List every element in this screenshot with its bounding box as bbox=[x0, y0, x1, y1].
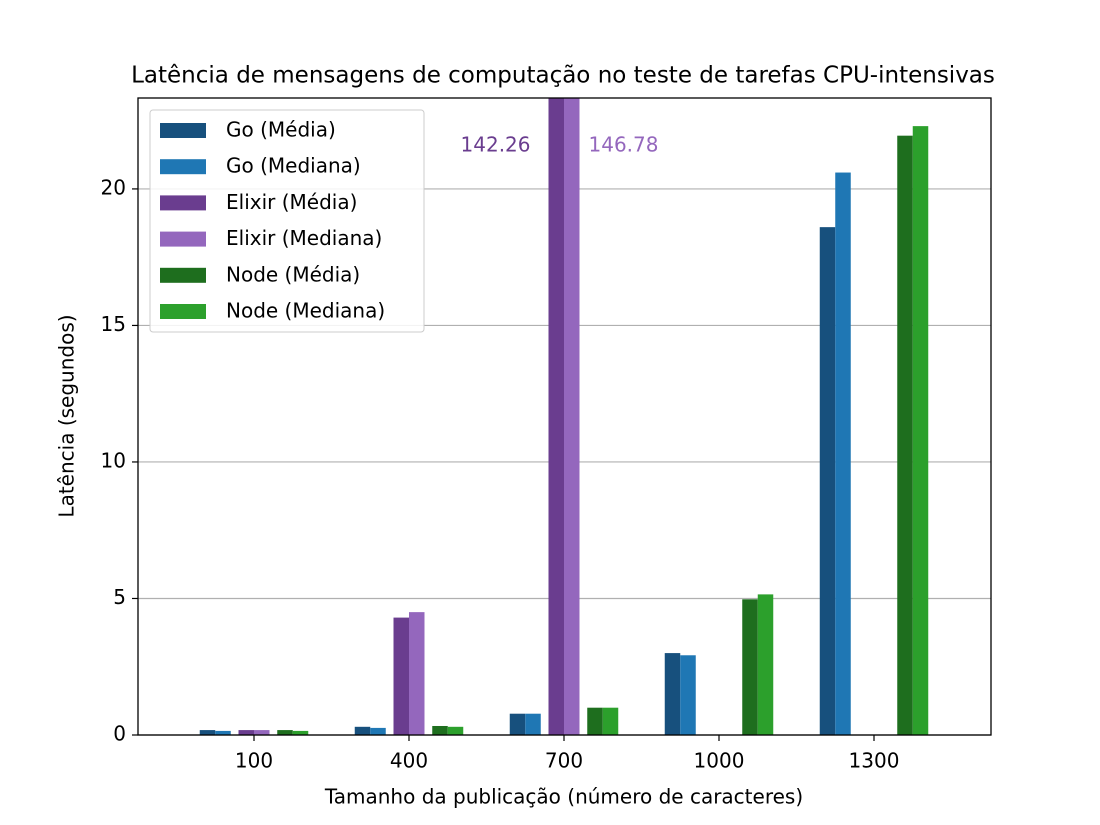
bar bbox=[254, 730, 270, 735]
bar bbox=[835, 172, 851, 735]
bar bbox=[354, 726, 371, 735]
legend-label: Node (Média) bbox=[226, 262, 360, 286]
chart-title: Latência de mensagens de computação no t… bbox=[131, 63, 995, 89]
bar bbox=[664, 653, 681, 735]
bar bbox=[215, 730, 231, 735]
bar bbox=[199, 730, 216, 735]
bar bbox=[912, 126, 929, 735]
y-tick-label: 5 bbox=[113, 585, 126, 609]
legend-label: Go (Média) bbox=[226, 118, 336, 142]
bar bbox=[757, 594, 774, 735]
x-tick-label: 1300 bbox=[849, 749, 900, 773]
bar bbox=[564, 98, 580, 735]
bar bbox=[587, 707, 603, 735]
overlay: 0 5 10 15 20 100 400 700 142.26 146.78 1000 1300 Go … bbox=[101, 109, 900, 773]
x-axis-label: Tamanho da publicação (número de caracte… bbox=[324, 785, 803, 809]
bar bbox=[819, 227, 836, 735]
bar bbox=[897, 135, 913, 735]
bar bbox=[409, 612, 425, 735]
y-tick-label: 20 bbox=[101, 175, 126, 199]
bar bbox=[370, 727, 386, 735]
y-tick-label: 0 bbox=[113, 722, 126, 746]
y-axis-label: Latência (segundos) bbox=[55, 314, 79, 517]
legend: Go (Média) Go (Mediana) Elixir (Média) Elix… bbox=[149, 109, 425, 333]
y-tick-label: 10 bbox=[101, 448, 126, 472]
bar bbox=[238, 730, 254, 735]
data-label: 146.78 bbox=[589, 133, 659, 157]
bar bbox=[393, 617, 409, 735]
bar bbox=[509, 713, 526, 735]
bar bbox=[432, 725, 448, 735]
legend-label: Node (Mediana) bbox=[226, 299, 385, 323]
legend-swatch bbox=[160, 195, 206, 211]
x-tick-label: 1000 bbox=[694, 749, 745, 773]
legend-swatch bbox=[160, 231, 206, 247]
legend-box bbox=[149, 109, 425, 333]
legend-swatch bbox=[160, 304, 206, 319]
legend-swatch bbox=[160, 123, 206, 138]
y-tick-label: 15 bbox=[101, 312, 126, 336]
bar bbox=[602, 707, 619, 735]
bars bbox=[199, 98, 929, 735]
legend-label: Go (Mediana) bbox=[226, 154, 361, 178]
legend-label: Elixir (Média) bbox=[226, 190, 357, 214]
bar bbox=[447, 726, 464, 735]
bar bbox=[742, 599, 758, 735]
legend-label: Elixir (Mediana) bbox=[226, 226, 382, 250]
legend-swatch bbox=[160, 267, 206, 283]
bar bbox=[277, 730, 293, 735]
x-tick-label: 400 bbox=[390, 749, 428, 773]
x-tick-label: 100 bbox=[235, 749, 273, 773]
legend-swatch bbox=[160, 159, 206, 175]
data-label: 142.26 bbox=[461, 133, 531, 157]
bar bbox=[548, 98, 564, 735]
bar bbox=[680, 655, 696, 735]
bar bbox=[525, 713, 541, 735]
x-tick-label: 700 bbox=[545, 749, 583, 773]
bar bbox=[292, 730, 309, 735]
